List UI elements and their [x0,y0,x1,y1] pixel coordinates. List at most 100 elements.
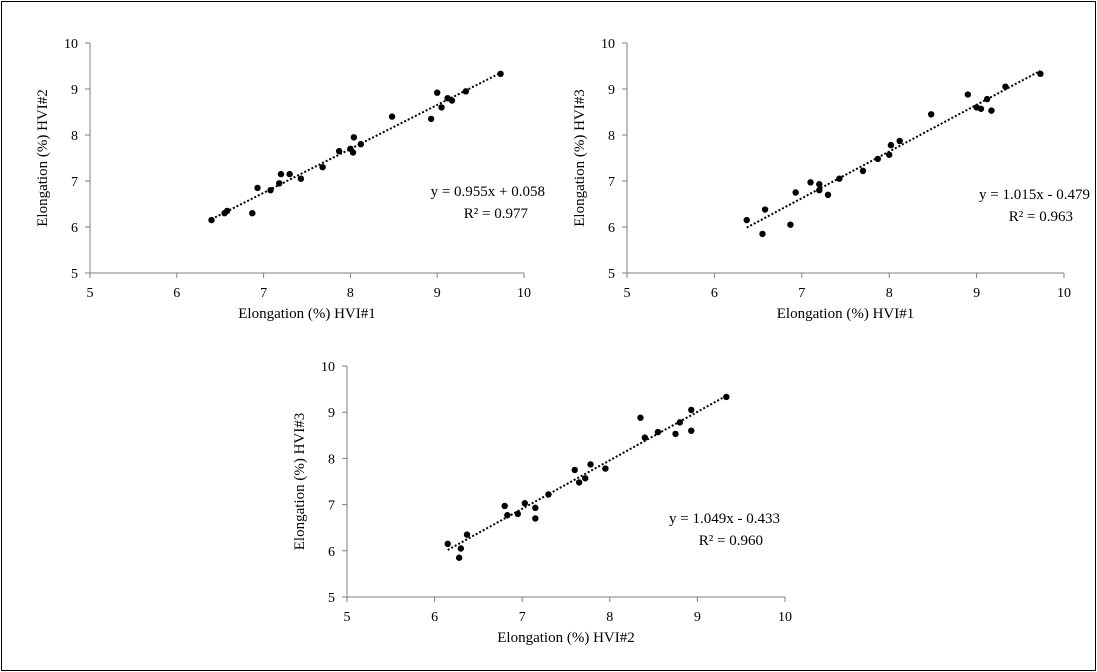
data-point [988,107,995,114]
data-point [357,141,365,148]
data-point [223,207,231,215]
data-point [545,491,552,498]
chart-3: 5 6 7 8 9 10 5 6 7 8 9 10 Elongation (%) HVI#2 Elonga… [292,360,792,646]
data-point [723,393,730,401]
x-tick-label: 9 [973,286,980,301]
data-point [672,430,679,438]
y-tick-label: 5 [71,267,78,282]
data-point [297,175,305,182]
trendline-equation: y = 1.049x - 0.433 [669,511,780,527]
data-point [514,510,522,518]
x-tick-label: 9 [694,610,701,625]
data-point [521,500,529,507]
data-point [816,187,823,194]
chart-1: 5 6 7 8 9 10 5 6 7 8 9 10 Elongation (%) HVI#1 Elonga… [35,37,545,322]
y-tick-label: 6 [328,545,335,560]
x-tick-label: 5 [344,610,351,625]
data-point [824,191,832,198]
data-point [571,466,578,474]
data-point [532,515,539,522]
data-point [462,88,470,95]
data-point [286,170,293,178]
data-point [444,540,451,548]
data-point [208,216,215,224]
x-axis-title: Elongation (%) HVI#1 [238,306,375,322]
x-tick-label: 6 [173,286,180,301]
y-tick-label: 10 [601,37,615,52]
data-point [457,545,465,552]
x-tick-label: 7 [519,610,526,625]
data-point [497,70,504,78]
data-point [654,428,662,436]
y-tick-label: 6 [71,221,78,236]
y-axis-title: Elongation (%) HVI#2 [35,89,51,226]
data-point [787,221,794,228]
data-point [276,180,283,187]
y-tick-label: 8 [608,129,615,144]
data-point [874,155,882,163]
y-tick-label: 8 [71,129,78,144]
y-tick-label: 8 [328,452,335,467]
x-tick-label: 8 [886,286,893,301]
data-point [816,181,823,188]
data-point [277,170,285,178]
data-point [582,475,589,482]
data-point [1037,70,1044,78]
x-tick-label: 10 [778,610,792,625]
data-point [319,164,326,171]
data-point [504,512,511,519]
data-point [434,89,441,96]
x-tick-label: 5 [87,286,94,301]
data-point [759,230,766,238]
data-point [807,179,814,186]
data-point [349,149,357,156]
data-point [896,137,903,145]
data-point [983,95,991,103]
data-point [455,554,463,561]
data-point [676,419,684,426]
y-tick-label: 7 [71,175,78,190]
x-tick-label: 6 [431,610,438,625]
data-point [267,187,274,194]
y-tick-label: 5 [608,267,615,282]
y-tick-label: 9 [71,83,78,98]
data-point [743,216,750,224]
x-tick-label: 8 [606,610,613,625]
y-tick-label: 9 [328,406,335,421]
y-axis-title: Elongation (%) HVI#3 [572,89,588,226]
data-point [501,502,508,510]
x-tick-label: 10 [1057,286,1071,301]
y-axis-title: Elongation (%) HVI#3 [292,413,308,550]
data-point [836,175,843,182]
data-point [859,167,867,175]
x-axis-title: Elongation (%) HVI#1 [777,306,914,322]
data-point [602,465,609,472]
data-point [977,105,985,112]
y-tick-label: 6 [608,221,615,236]
data-point [350,134,358,141]
data-point [964,91,972,98]
y-tick-label: 7 [608,175,615,190]
y-tick-label: 5 [328,591,335,606]
data-point [641,434,649,441]
data-point [688,427,695,434]
trendline [746,69,1041,229]
y-tick-label: 10 [321,360,335,375]
data-point [254,184,261,192]
trendline-equation: y = 0.955x + 0.058 [431,184,545,200]
data-point [886,151,893,158]
data-point [587,461,594,468]
trendline-equation: y = 1.015x - 0.479 [979,187,1090,203]
data-point [448,97,456,104]
trendline [211,72,502,221]
data-point [688,406,695,414]
trendline-r-squared: R² = 0.960 [699,533,763,549]
data-point [887,141,895,149]
data-point [388,113,396,120]
data-point [438,104,445,111]
y-tick-label: 7 [328,499,335,514]
x-tick-label: 8 [347,286,354,301]
data-point [532,504,539,512]
